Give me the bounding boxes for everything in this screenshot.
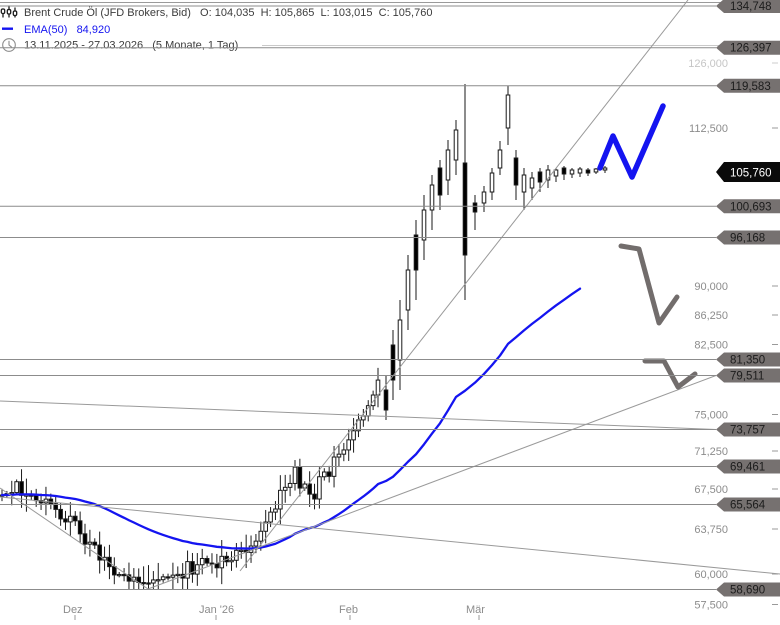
svg-text:96,168: 96,168 [730, 233, 765, 245]
svg-text:75,000: 75,000 [694, 410, 728, 422]
svg-text:60,000: 60,000 [694, 569, 728, 581]
svg-text:71,250: 71,250 [694, 446, 728, 458]
svg-text:105,760: 105,760 [730, 168, 772, 180]
svg-text:79,511: 79,511 [730, 371, 764, 383]
svg-text:Brent Crude Öl (JFD Brokers, B: Brent Crude Öl (JFD Brokers, Bid) O: 104… [24, 7, 432, 19]
svg-text:126,000: 126,000 [688, 58, 728, 70]
svg-text:119,583: 119,583 [730, 81, 771, 93]
svg-text:Mär: Mär [466, 604, 485, 616]
svg-text:134,748: 134,748 [730, 1, 772, 13]
svg-text:EMA(50) 84,920: EMA(50) 84,920 [24, 24, 110, 36]
svg-text:82,500: 82,500 [694, 340, 728, 352]
svg-text:100,693: 100,693 [730, 201, 772, 213]
svg-text:67,500: 67,500 [694, 484, 728, 496]
svg-text:65,564: 65,564 [730, 500, 766, 512]
svg-text:112,500: 112,500 [689, 123, 728, 135]
svg-text:13.11.2025 - 27.03.2026 (5 M: 13.11.2025 - 27.03.2026 (5 Monate, 1 Tag… [24, 40, 238, 52]
svg-text:Feb: Feb [339, 604, 358, 616]
svg-text:73,757: 73,757 [730, 425, 765, 437]
svg-text:57,500: 57,500 [694, 600, 728, 612]
svg-text:69,461: 69,461 [730, 462, 765, 474]
svg-text:Jan '26: Jan '26 [199, 604, 234, 616]
svg-text:63,750: 63,750 [694, 524, 728, 536]
svg-text:Dez: Dez [63, 604, 83, 616]
svg-text:58,690: 58,690 [730, 585, 765, 597]
svg-text:86,250: 86,250 [694, 310, 728, 322]
svg-text:81,350: 81,350 [730, 355, 765, 367]
svg-text:90,000: 90,000 [694, 281, 728, 293]
svg-text:126,397: 126,397 [730, 43, 772, 55]
